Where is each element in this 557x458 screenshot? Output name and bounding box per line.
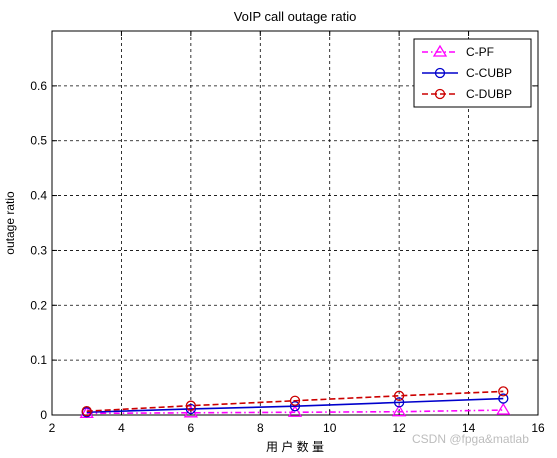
x-tick-label: 2 (49, 421, 56, 435)
series-line-c-cubp (86, 397, 504, 414)
data-point-c-cubp (498, 393, 509, 404)
data-point-c-pf (391, 404, 407, 417)
series-c-dubp (81, 386, 509, 417)
legend-label-c-dubp: C-DUBP (466, 87, 512, 101)
data-point-c-cubp (289, 401, 301, 412)
data-point-c-dubp (498, 386, 509, 397)
legend-marker-c-dubp (434, 88, 446, 100)
legend-marker-c-pf (432, 44, 448, 57)
legend: C-PF C-CUBP C-DUBP (413, 38, 532, 108)
y-tick-label: 0.3 (30, 243, 47, 257)
x-tick-label: 12 (392, 421, 406, 435)
x-tick-label: 8 (257, 421, 264, 435)
watermark-text: CSDN @fpga&matlab (412, 432, 529, 446)
data-point-c-cubp (393, 397, 405, 408)
y-tick-label: 0.6 (30, 79, 47, 93)
grid-lines (52, 31, 538, 415)
y-tick-label: 0 (40, 408, 47, 422)
data-point-c-dubp (185, 400, 197, 411)
x-tick-label: 16 (531, 421, 545, 435)
y-tick-label: 0.1 (30, 353, 47, 367)
plot-frame (51, 30, 539, 416)
y-tick-label: 0.5 (30, 134, 47, 148)
series-line-c-pf (86, 409, 504, 415)
chart-title: VoIP call outage ratio (234, 9, 357, 24)
x-tick-label: 14 (462, 421, 476, 435)
legend-label-c-pf: C-PF (466, 45, 494, 59)
legend-marker-c-cubp (434, 67, 446, 79)
y-tick-label: 0.4 (30, 189, 47, 203)
y-tick-label: 0.2 (30, 298, 47, 312)
series-line-c-dubp (86, 390, 504, 412)
data-point-c-cubp (185, 403, 197, 415)
legend-label-c-cubp: C-CUBP (466, 66, 512, 80)
x-axis-label: 用 户 数 量 (266, 439, 324, 454)
data-point-c-pf (287, 404, 303, 417)
x-tick-label: 6 (188, 421, 195, 435)
data-point-c-dubp (289, 395, 301, 406)
x-tick-label: 4 (118, 421, 125, 435)
series-layer (79, 386, 511, 419)
data-point-c-pf (496, 402, 511, 415)
data-point-c-dubp (81, 406, 92, 417)
data-point-c-dubp (393, 390, 405, 401)
x-tick-label: 10 (323, 421, 337, 435)
y-axis-label: outage ratio (3, 191, 17, 255)
